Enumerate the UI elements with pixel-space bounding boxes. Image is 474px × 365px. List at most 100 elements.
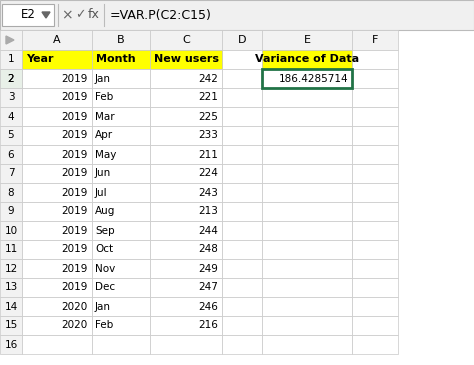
Text: D: D	[238, 35, 246, 45]
Bar	[150, 69, 222, 88]
Bar	[22, 107, 92, 126]
Text: 2019: 2019	[62, 226, 88, 235]
Text: Year: Year	[26, 54, 54, 65]
Text: 216: 216	[198, 320, 218, 330]
Bar	[92, 221, 150, 240]
Bar	[0, 69, 22, 88]
Bar	[22, 107, 92, 126]
Bar	[22, 316, 92, 335]
Text: 10: 10	[4, 226, 18, 235]
Bar	[262, 183, 352, 202]
Bar	[150, 240, 222, 259]
Bar	[22, 183, 92, 202]
Text: Jan: Jan	[95, 73, 111, 84]
Bar	[352, 202, 398, 221]
Bar	[150, 335, 222, 354]
Bar	[0, 126, 22, 145]
Text: 2020: 2020	[62, 320, 88, 330]
Bar	[150, 69, 222, 88]
Bar	[0, 278, 22, 297]
Bar	[352, 69, 398, 88]
Text: C: C	[182, 35, 190, 45]
Text: Variance of Data: Variance of Data	[255, 54, 359, 65]
Bar	[150, 145, 222, 164]
Bar	[222, 164, 262, 183]
Bar	[0, 69, 22, 88]
Text: Jun: Jun	[95, 169, 111, 178]
Text: 8: 8	[8, 188, 14, 197]
Bar	[22, 202, 92, 221]
Bar	[92, 297, 150, 316]
Bar	[22, 240, 92, 259]
Text: Feb: Feb	[95, 92, 113, 103]
Text: 233: 233	[198, 131, 218, 141]
Bar	[22, 278, 92, 297]
Bar	[262, 297, 352, 316]
Bar	[92, 297, 150, 316]
Bar	[262, 30, 352, 50]
Bar	[262, 107, 352, 126]
Bar	[150, 259, 222, 278]
Bar	[0, 335, 22, 354]
Bar	[92, 164, 150, 183]
Text: 13: 13	[4, 283, 18, 292]
Bar	[150, 183, 222, 202]
Bar	[222, 69, 262, 88]
Bar	[222, 240, 262, 259]
Text: 2: 2	[8, 73, 14, 84]
Bar	[222, 145, 262, 164]
Text: 6: 6	[8, 150, 14, 160]
Text: Apr: Apr	[95, 131, 113, 141]
Text: Jan: Jan	[95, 301, 111, 311]
Bar	[262, 69, 352, 88]
Bar	[92, 50, 150, 69]
Bar	[92, 107, 150, 126]
Bar	[0, 0, 474, 30]
Bar	[92, 221, 150, 240]
Bar	[262, 221, 352, 240]
Text: 211: 211	[198, 150, 218, 160]
Bar	[92, 107, 150, 126]
Bar	[352, 183, 398, 202]
Bar	[352, 259, 398, 278]
Text: 2019: 2019	[62, 169, 88, 178]
Bar	[262, 50, 352, 69]
Bar	[150, 297, 222, 316]
Bar	[92, 183, 150, 202]
Text: Mar: Mar	[95, 111, 115, 122]
Text: Oct: Oct	[95, 245, 113, 254]
Text: 1: 1	[8, 54, 14, 65]
Bar	[150, 126, 222, 145]
Text: 248: 248	[198, 245, 218, 254]
Bar	[92, 278, 150, 297]
Bar	[0, 107, 22, 126]
Bar	[352, 221, 398, 240]
Bar	[22, 126, 92, 145]
Bar	[22, 69, 92, 88]
Text: 2019: 2019	[62, 188, 88, 197]
Bar	[222, 50, 262, 69]
Text: ✓: ✓	[75, 8, 85, 22]
Text: 3: 3	[8, 92, 14, 103]
Bar	[92, 145, 150, 164]
Bar	[0, 164, 22, 183]
Bar	[92, 69, 150, 88]
Text: Sep: Sep	[95, 226, 115, 235]
Bar	[150, 202, 222, 221]
Text: Jul: Jul	[95, 188, 108, 197]
Text: 2019: 2019	[62, 111, 88, 122]
Bar	[150, 183, 222, 202]
Text: 186.4285714: 186.4285714	[278, 73, 348, 84]
Bar	[0, 316, 22, 335]
Bar	[22, 164, 92, 183]
Bar	[92, 259, 150, 278]
Bar	[150, 50, 222, 69]
Bar	[22, 297, 92, 316]
Bar	[0, 221, 22, 240]
Bar	[92, 202, 150, 221]
Bar	[262, 278, 352, 297]
Polygon shape	[42, 12, 50, 18]
Text: F: F	[372, 35, 378, 45]
Bar	[22, 50, 92, 69]
Bar	[352, 30, 398, 50]
